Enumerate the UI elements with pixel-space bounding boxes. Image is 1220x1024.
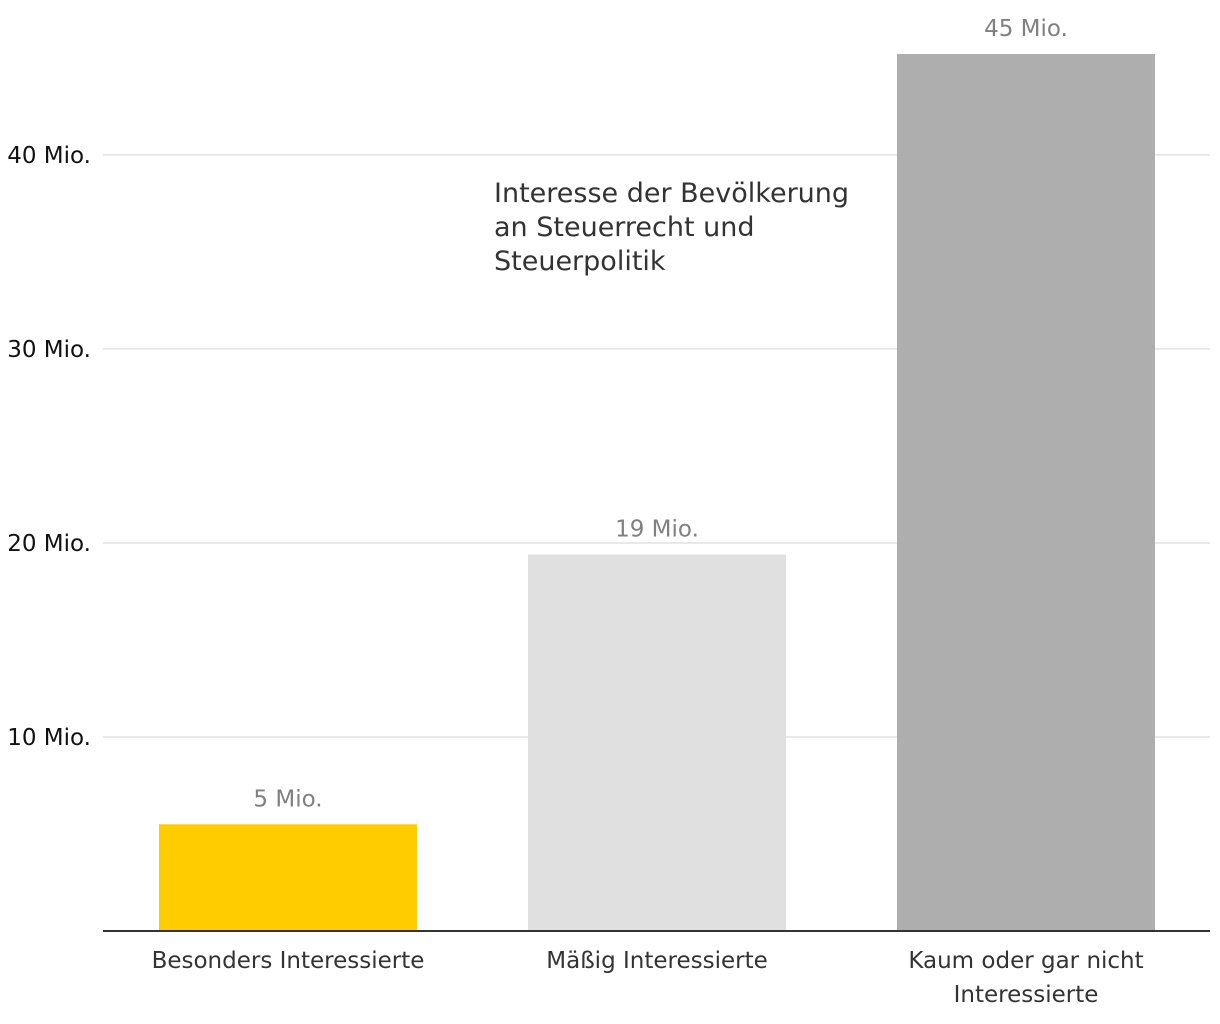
x-tick-label: Kaum oder gar nicht Interessierte bbox=[908, 948, 1143, 1008]
bar bbox=[528, 554, 786, 931]
y-tick-label: 30 Mio. bbox=[7, 337, 91, 363]
bar bbox=[159, 824, 417, 931]
x-tick-label: Mäßig Interessierte bbox=[546, 948, 768, 974]
data-label: 45 Mio. bbox=[984, 16, 1068, 42]
x-tick-label: Besonders Interessierte bbox=[152, 948, 425, 974]
bar bbox=[897, 54, 1155, 931]
data-label: 19 Mio. bbox=[615, 517, 699, 543]
data-label: 5 Mio. bbox=[253, 786, 322, 812]
y-tick-label: 20 Mio. bbox=[7, 531, 91, 557]
y-tick-label: 40 Mio. bbox=[7, 143, 91, 169]
y-tick-label: 10 Mio. bbox=[7, 725, 91, 751]
chart-title: Interesse der Bevölkerung an Steuerrecht… bbox=[494, 178, 850, 277]
